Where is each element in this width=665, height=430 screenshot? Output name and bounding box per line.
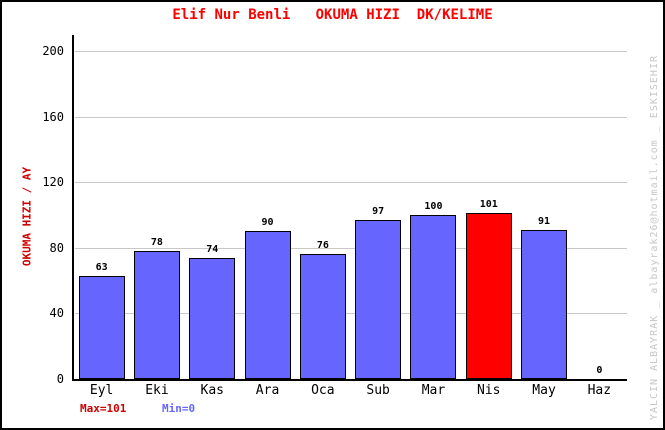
- bar: [521, 229, 568, 379]
- bar: [299, 254, 346, 379]
- bar-value-label: 100: [424, 201, 443, 212]
- y-tick-label: 80: [49, 240, 64, 255]
- gridline: [75, 182, 627, 184]
- bar-value-label: 78: [150, 237, 163, 249]
- gridline: [75, 51, 627, 52]
- bar-value-label: 76: [316, 240, 329, 252]
- bar-value-label: 101: [479, 199, 498, 211]
- bar: [465, 213, 512, 379]
- bar: [78, 275, 125, 379]
- bar-value-label: 63: [95, 261, 108, 273]
- gridline: [75, 313, 627, 315]
- x-tick-label: Eyl: [89, 383, 114, 398]
- bar-value-label: 97: [372, 205, 385, 217]
- y-axis-line: [72, 35, 74, 381]
- min-label: Min=0: [162, 402, 196, 415]
- x-tick-label: Kas: [200, 383, 224, 398]
- x-tick-label: Oca: [311, 383, 335, 398]
- x-tick-label: Nis: [477, 383, 501, 398]
- gridline: [75, 116, 627, 118]
- y-axis-label: OKUMA HIZI / AY: [20, 166, 34, 267]
- x-tick-label: Eki: [145, 383, 169, 398]
- chart-title: Elif Nur Benli OKUMA HIZI DK/KELIME: [172, 7, 493, 23]
- bar: [244, 231, 291, 379]
- y-tick-label: 0: [56, 372, 64, 386]
- watermark-text: YALCIN ALBAYRAK _ albayrak26@hotmail.com…: [649, 54, 660, 420]
- x-tick-label: Ara: [255, 383, 280, 398]
- x-tick-label: Mar: [421, 383, 446, 398]
- bar: [410, 215, 457, 379]
- bar: [189, 257, 236, 379]
- bar-value-label: 0: [596, 365, 603, 376]
- y-tick-label: 120: [42, 175, 64, 190]
- x-tick-label: Haz: [587, 383, 612, 398]
- x-axis-line: [72, 379, 627, 381]
- bar: [133, 251, 180, 379]
- x-tick-label: May: [532, 383, 556, 398]
- bar-value-label: 90: [261, 217, 274, 229]
- y-tick-label: 40: [49, 306, 64, 321]
- y-tick-label: 200: [42, 44, 64, 58]
- bar-value-label: 74: [206, 243, 219, 255]
- bar-value-label: 91: [538, 215, 551, 227]
- y-tick-label: 160: [42, 109, 64, 124]
- gridline: [75, 247, 627, 249]
- bar: [355, 219, 402, 379]
- x-tick-label: Sub: [366, 383, 390, 398]
- max-label: Max=101: [80, 402, 127, 415]
